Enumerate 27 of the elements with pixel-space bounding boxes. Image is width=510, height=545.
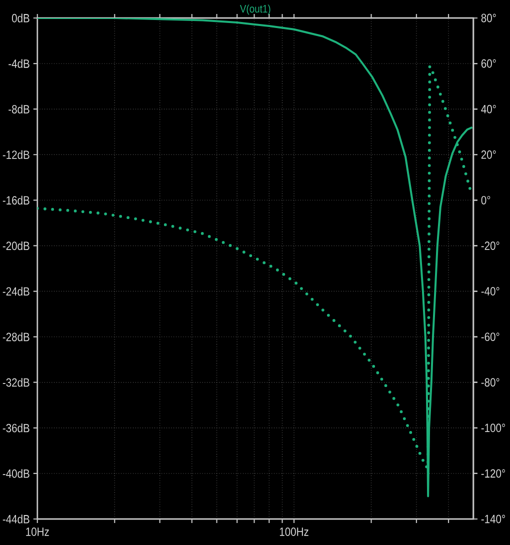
y2-tick-label: -60° (481, 332, 500, 342)
y2-tick-label: 80° (481, 14, 496, 22)
y2-tick-label: -80° (481, 378, 500, 387)
y-tick-label: 0dB (12, 14, 30, 22)
y-tick-label: -16dB (2, 196, 30, 205)
y2-tick-label: -120° (481, 469, 505, 478)
x-tick-label: 10Hz (26, 528, 49, 536)
y2-tick-label: 40° (480, 104, 496, 114)
chart-title: V(out1) (240, 4, 270, 15)
y-tick-label: -40dB (2, 469, 30, 478)
y-tick-label: -44dB (2, 514, 30, 524)
x-tick-label: 100Hz (280, 528, 308, 536)
y-tick-label: -24dB (2, 286, 30, 296)
y-tick-label: -8dB (8, 104, 30, 114)
y2-tick-label: -40° (481, 287, 500, 296)
y2-tick-label: 0° (481, 196, 490, 204)
y-tick-label: -12dB (2, 150, 30, 160)
y2-tick-label: -20° (481, 241, 500, 250)
y2-tick-label: -100° (481, 424, 505, 432)
y-tick-label: -20dB (2, 241, 30, 250)
y-tick-label: -32dB (2, 378, 30, 387)
y-tick-label: -28dB (2, 332, 30, 342)
y2-tick-label: 60° (481, 59, 496, 68)
y2-tick-label: 20° (481, 150, 496, 159)
y-tick-label: -4dB (8, 59, 30, 68)
y-tick-label: -36dB (2, 424, 30, 432)
y2-tick-label: -140° (481, 514, 505, 524)
